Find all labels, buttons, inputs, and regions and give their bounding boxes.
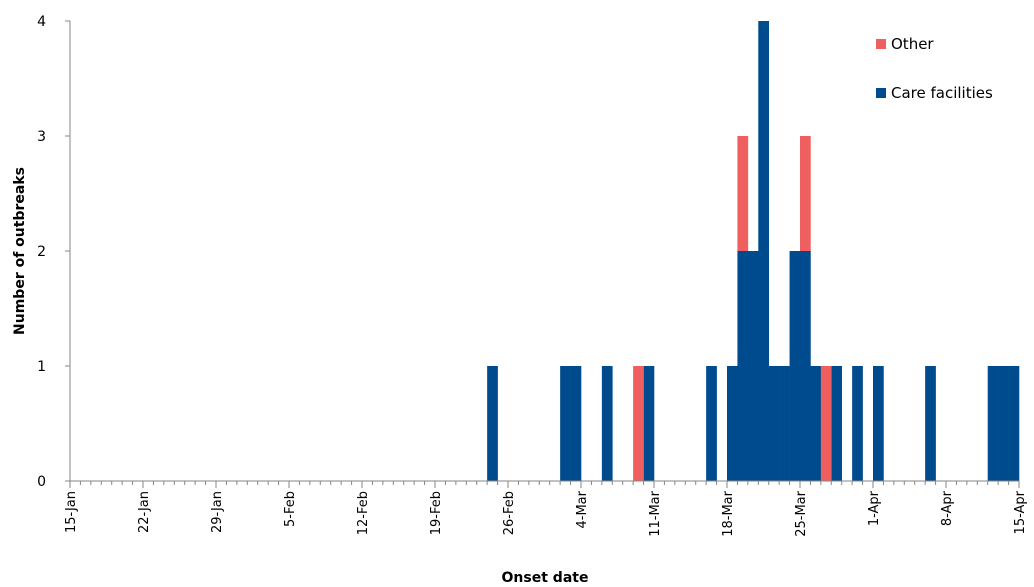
bar-care-facilities-2020-03-28 <box>831 366 843 481</box>
x-tick-label: 25-Mar <box>794 490 809 536</box>
legend: Other Care facilities <box>876 35 993 102</box>
x-tick-label: 12-Feb <box>356 491 371 535</box>
bar-care-facilities-2020-03-19 <box>737 251 749 481</box>
bar-other-2020-03-27 <box>820 366 832 481</box>
bar-care-facilities-2020-03-18 <box>727 366 738 481</box>
bar-care-facilities-2020-03-03 <box>570 366 582 481</box>
bar-care-facilities-2020-03-30 <box>852 366 863 481</box>
x-tick-label: 1-Apr <box>867 490 882 526</box>
x-tick-label: 15-Apr <box>1013 490 1028 534</box>
bar-care-facilities-2020-04-12 <box>987 366 999 481</box>
y-tick-labels: 0 1 2 3 4 <box>37 14 46 490</box>
bar-care-facilities-2020-03-02 <box>560 366 571 481</box>
y-tick-label: 2 <box>37 244 46 260</box>
x-tick-label: 18-Mar <box>721 490 736 536</box>
x-tick-label: 15-Jan <box>64 491 79 533</box>
bar-care-facilities-2020-03-20 <box>747 251 759 481</box>
bar-other-2020-03-19 <box>737 136 749 251</box>
bar-care-facilities-2020-03-26 <box>810 366 822 481</box>
x-tick-label: 29-Jan <box>210 491 225 533</box>
bar-care-facilities-2020-03-23 <box>779 366 790 481</box>
y-axis-title: Number of outbreaks <box>12 167 28 335</box>
x-tick-label: 26-Feb <box>502 491 517 535</box>
legend-swatch-care-facilities <box>876 88 886 98</box>
x-tick-label: 22-Jan <box>137 491 152 533</box>
y-tick-label: 3 <box>37 129 46 145</box>
bar-care-facilities-2020-03-06 <box>601 366 613 481</box>
axes-layer <box>65 20 1020 488</box>
bar-care-facilities-2020-02-24 <box>487 366 498 481</box>
bar-care-facilities-2020-03-16 <box>706 366 717 481</box>
bar-care-facilities-2020-03-21 <box>758 21 770 481</box>
y-tick-label: 1 <box>37 359 46 375</box>
bar-care-facilities-2020-04-06 <box>925 366 936 481</box>
x-tick-label: 11-Mar <box>648 490 663 536</box>
legend-label-care-facilities: Care facilities <box>891 84 993 102</box>
x-tick-label: 8-Apr <box>940 490 955 526</box>
legend-swatch-other <box>876 39 886 49</box>
x-tick-labels: 15-Jan 22-Jan 29-Jan 5-Feb 12-Feb 19-Feb 26-Fe… <box>64 490 1028 536</box>
x-tick-label: 19-Feb <box>429 491 444 535</box>
x-tick-label: 4-Mar <box>575 490 590 528</box>
bar-care-facilities-2020-03-22 <box>768 366 780 481</box>
x-tick-label: 5-Feb <box>283 491 298 527</box>
legend-label-other: Other <box>891 35 934 53</box>
bar-care-facilities-2020-03-24 <box>789 251 801 481</box>
bar-care-facilities-2020-03-25 <box>800 251 811 481</box>
bar-care-facilities-2020-04-14 <box>1008 366 1020 481</box>
bar-care-facilities-2020-03-10 <box>643 366 655 481</box>
bars-layer <box>487 21 1020 481</box>
bar-other-2020-03-25 <box>800 136 811 251</box>
bar-other-2020-03-09 <box>633 366 644 481</box>
bar-care-facilities-2020-04-01 <box>873 366 884 481</box>
y-tick-label: 0 <box>37 474 46 490</box>
bar-care-facilities-2020-04-13 <box>998 366 1009 481</box>
x-axis-title: Onset date <box>502 570 589 586</box>
y-tick-label: 4 <box>37 14 46 30</box>
